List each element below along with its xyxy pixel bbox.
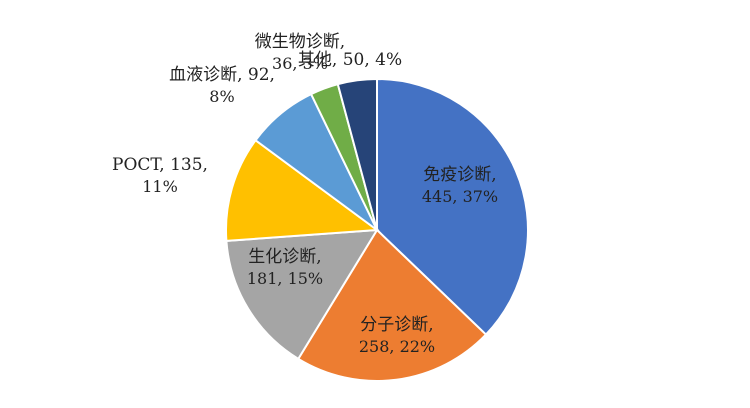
slice-label-6: 微生物诊断, 36, 3% [255, 32, 345, 73]
slice-label-1: 免疫诊断, 445, 37% [422, 165, 498, 206]
slice-label-line: 其他, 50, 4% [298, 50, 402, 70]
slice-label-4: POCT, 135, 11% [112, 155, 208, 196]
pie-slice-7 [336, 77, 378, 231]
slice-label-line: 微生物诊断, [255, 32, 345, 52]
slice-label-2: 分子诊断, 258, 22% [359, 315, 435, 356]
pie-slice-3 [225, 228, 379, 361]
slice-label-line: 445, 37% [422, 187, 498, 206]
slice-label-3: 生化诊断, 181, 15% [247, 247, 323, 288]
pie-slice-1 [376, 77, 529, 336]
slice-label-line: 生化诊断, [248, 247, 321, 267]
slice-label-line: 分子诊断, [360, 315, 433, 335]
slice-label-line: 8% [209, 87, 234, 106]
pie-slice-4 [225, 138, 380, 242]
slice-label-line: 11% [142, 177, 178, 196]
pie-slice-2 [296, 228, 488, 382]
slice-label-line: 181, 15% [247, 269, 323, 288]
slice-label-line: POCT, 135, [112, 155, 208, 175]
slice-label-line: 36, 3% [272, 54, 328, 73]
slice-label-line: 免疫诊断, [423, 165, 496, 185]
slice-label-line: 258, 22% [359, 337, 435, 356]
slice-label-7: 其他, 50, 4% [298, 50, 402, 70]
slice-label-line: 血液诊断, 92, [169, 65, 275, 85]
pie-slices [225, 77, 529, 382]
pie-labels: 免疫诊断, 445, 37% 分子诊断, 258, 22% 生化诊断, 181, 15% P… [112, 32, 498, 356]
slice-label-5: 血液诊断, 92, 8% [169, 65, 275, 106]
